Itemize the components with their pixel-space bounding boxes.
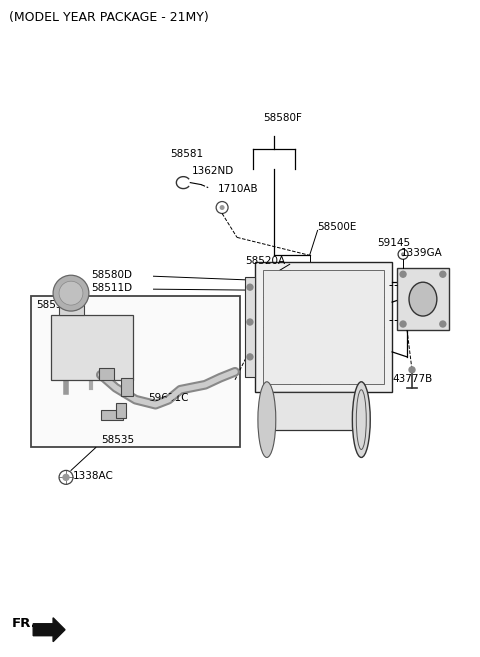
- Ellipse shape: [352, 382, 370, 457]
- Bar: [263, 270, 384, 384]
- Text: 58581: 58581: [170, 148, 204, 159]
- Circle shape: [63, 474, 69, 480]
- Polygon shape: [33, 618, 65, 642]
- Bar: [245, 277, 255, 377]
- Text: 58511D: 58511D: [91, 283, 132, 293]
- Text: 1362ND: 1362ND: [192, 166, 235, 175]
- Bar: [120, 378, 132, 396]
- Circle shape: [220, 205, 225, 210]
- Text: 58580D: 58580D: [91, 270, 132, 281]
- Circle shape: [440, 321, 446, 327]
- Text: 58531A: 58531A: [36, 300, 76, 310]
- Circle shape: [400, 321, 406, 327]
- Circle shape: [440, 271, 446, 277]
- Text: 1338AC: 1338AC: [73, 471, 114, 482]
- Circle shape: [247, 354, 253, 360]
- Text: (MODEL YEAR PACKAGE - 21MY): (MODEL YEAR PACKAGE - 21MY): [9, 11, 209, 24]
- Text: 58500E: 58500E: [318, 223, 357, 233]
- Bar: [101, 410, 123, 420]
- Ellipse shape: [258, 382, 276, 457]
- Bar: [397, 268, 449, 330]
- Bar: [267, 392, 361, 430]
- Bar: [51, 315, 132, 380]
- Circle shape: [59, 281, 83, 305]
- Bar: [31, 296, 240, 447]
- Text: 59145: 59145: [377, 238, 410, 248]
- Circle shape: [247, 319, 253, 325]
- Ellipse shape: [409, 283, 437, 316]
- Circle shape: [401, 252, 405, 256]
- Bar: [99, 368, 114, 380]
- Circle shape: [247, 284, 253, 290]
- Text: 58520A: 58520A: [245, 256, 285, 266]
- Bar: [116, 403, 126, 418]
- Text: 43777B: 43777B: [392, 374, 432, 384]
- Text: 1339GA: 1339GA: [401, 248, 443, 258]
- Circle shape: [400, 271, 406, 277]
- Text: FR.: FR.: [12, 617, 36, 630]
- Circle shape: [409, 367, 415, 373]
- Text: 58535: 58535: [101, 434, 134, 445]
- Bar: [59, 297, 84, 315]
- Text: 1710AB: 1710AB: [218, 183, 259, 194]
- Bar: [255, 262, 392, 392]
- Circle shape: [53, 275, 89, 311]
- Text: 58580F: 58580F: [263, 113, 302, 123]
- Text: 59631C: 59631C: [148, 393, 189, 403]
